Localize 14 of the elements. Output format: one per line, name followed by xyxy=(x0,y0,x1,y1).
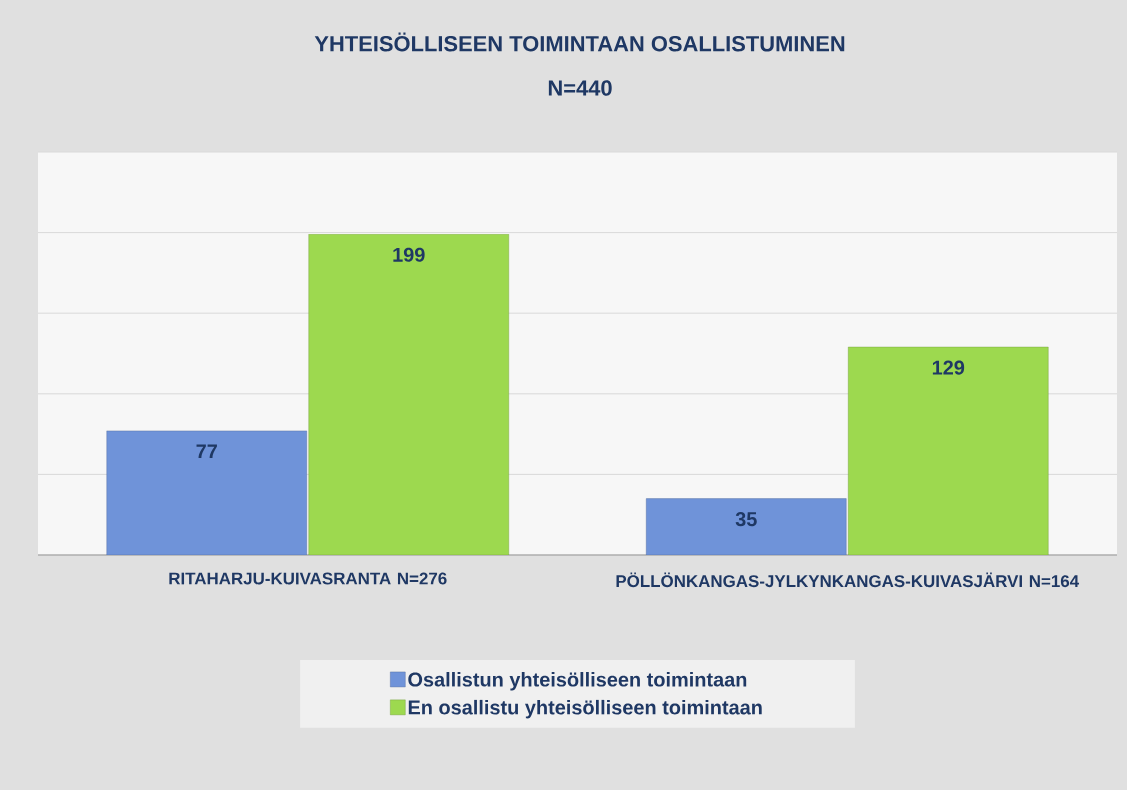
bar xyxy=(646,498,847,555)
legend-label: Osallistun yhteisölliseen toimintaan xyxy=(408,671,747,691)
x-tick-label: RITAHARJU-KUIVASRANTA N=276 xyxy=(169,572,447,585)
x-tick-label: PÖLLÖNKANGAS-JYLKYNKANGAS-KUIVASJÄRVI N=164 xyxy=(616,572,1080,588)
legend-label: En osallistu yhteisölliseen toimintaan xyxy=(408,699,762,719)
chart-title: YHTEISÖLLISEEN TOIMINTAAN OSALLISTUMINEN xyxy=(314,32,845,52)
data-label: 199 xyxy=(393,247,425,262)
data-label: 129 xyxy=(932,360,965,375)
data-label: 35 xyxy=(735,512,757,527)
data-label: 77 xyxy=(196,444,217,459)
bar xyxy=(308,234,509,555)
bar xyxy=(848,346,1049,555)
chart-subtitle: N=440 xyxy=(548,80,612,96)
bar xyxy=(106,430,307,555)
